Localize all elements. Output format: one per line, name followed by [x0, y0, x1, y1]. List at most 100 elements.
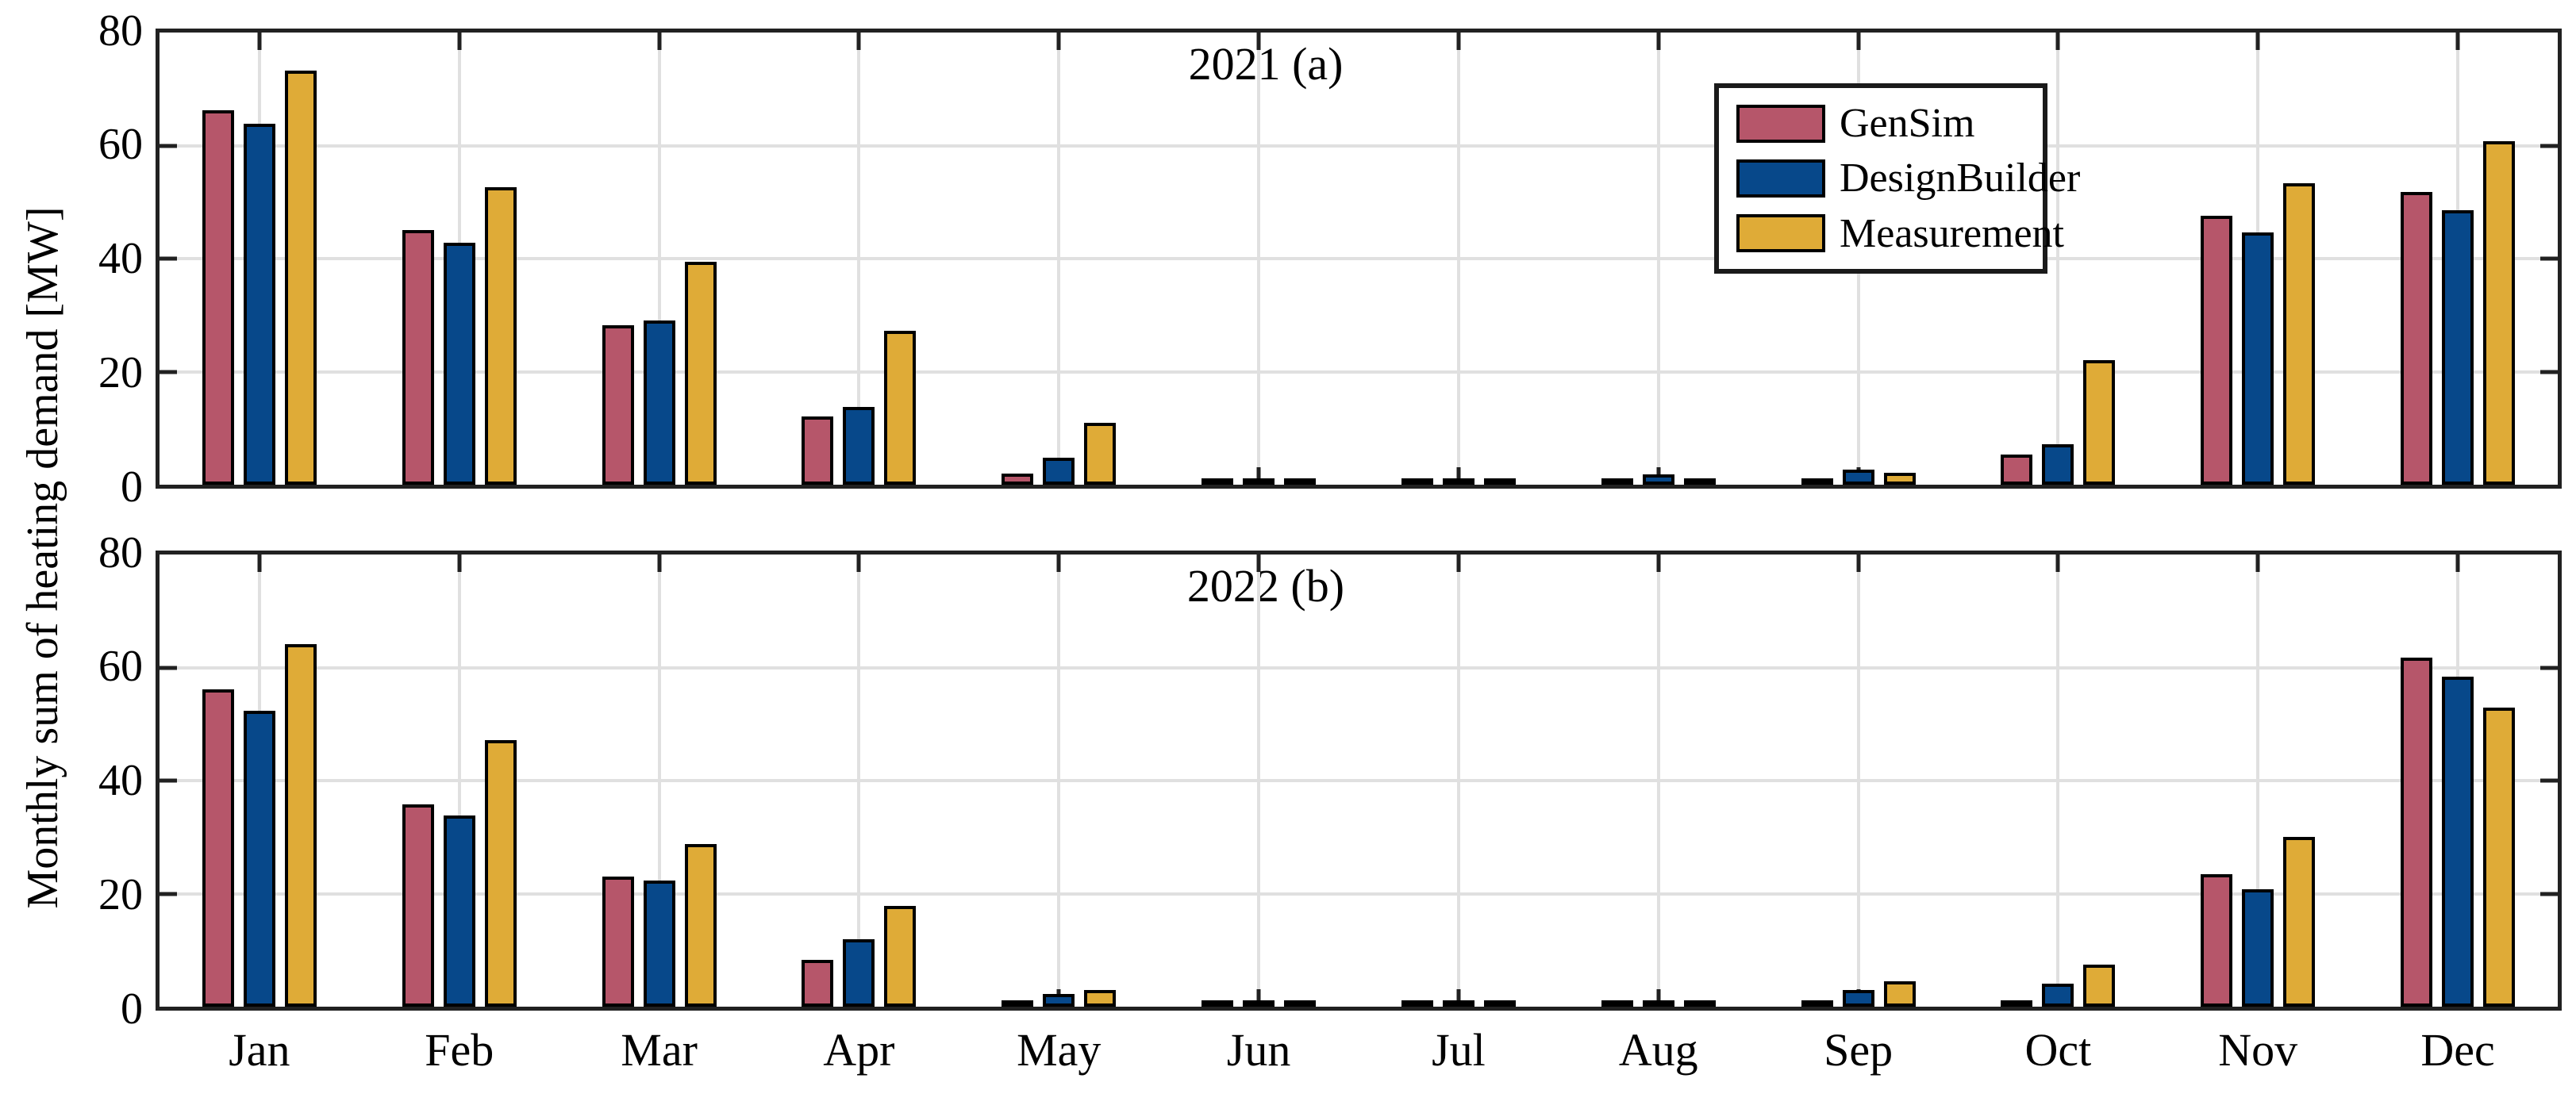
bar-gensim-apr: [802, 416, 834, 485]
bar-designbuilder-jul: [1442, 478, 1474, 485]
y-tick-mark: [160, 666, 177, 670]
bar-group-may: [1002, 990, 1117, 1007]
gridline-horizontal: [160, 666, 2558, 670]
x-tick-mark: [1256, 989, 1261, 1007]
legend-label: GenSim: [1840, 101, 1975, 147]
bar-gensim-nov: [2201, 874, 2233, 1007]
x-tick-mark: [1456, 989, 1461, 1007]
gridline-horizontal: [160, 144, 2558, 148]
x-tick-mark: [1456, 554, 1461, 572]
x-tick-label-dec: Dec: [2420, 1024, 2495, 1076]
x-tick-label-sep: Sep: [1824, 1024, 1894, 1076]
y-tick-mark: [160, 144, 177, 148]
bar-gensim-dec: [2401, 658, 2433, 1007]
bar-designbuilder-dec: [2442, 210, 2474, 485]
bar-measurement-nov: [2283, 183, 2316, 485]
bar-designbuilder-nov: [2242, 232, 2274, 485]
x-tick-mark: [1656, 554, 1661, 572]
bar-group-apr: [802, 331, 917, 485]
gridline-horizontal: [160, 892, 2558, 896]
legend-label: DesignBuilder: [1840, 155, 2081, 201]
y-tick-mark: [2540, 892, 2558, 896]
legend-label: Measurement: [1840, 210, 2065, 256]
y-tick-label: 80: [98, 6, 143, 56]
x-tick-mark: [856, 33, 861, 50]
subplot-2022-b: 2022 (b): [156, 551, 2562, 1011]
x-tick-mark: [2055, 554, 2060, 572]
subplot-2021-a-area: 2021 (a) GenSim DesignBuilder Measurement: [160, 33, 2558, 485]
bar-measurement-dec: [2483, 708, 2516, 1007]
y-tick-mark: [2540, 370, 2558, 374]
bar-group-may: [1002, 423, 1117, 485]
bar-gensim-jun: [1201, 1000, 1234, 1007]
bar-group-oct: [2001, 965, 2116, 1007]
x-tick-label-may: May: [1017, 1024, 1102, 1076]
bar-designbuilder-may: [1043, 458, 1075, 485]
bar-measurement-may: [1084, 990, 1117, 1007]
bar-measurement-aug: [1683, 1000, 1716, 1007]
legend-swatch-gensim: [1736, 104, 1825, 143]
x-tick-mark: [1056, 554, 1061, 572]
subplot-2021-a: 2021 (a) GenSim DesignBuilder Measurement: [156, 29, 2562, 489]
bar-group-jan: [202, 71, 317, 485]
bar-designbuilder-apr: [843, 407, 875, 485]
x-tick-mark: [2055, 33, 2060, 50]
bar-gensim-jun: [1201, 478, 1234, 485]
bar-group-jun: [1201, 1000, 1317, 1007]
x-tick-mark: [457, 554, 462, 572]
y-tick-mark: [2540, 256, 2558, 261]
legend-swatch-measurement: [1736, 214, 1825, 253]
x-tick-mark: [1656, 33, 1661, 50]
y-tick-label: 20: [98, 869, 143, 919]
bar-group-oct: [2001, 360, 2116, 485]
x-tick-mark: [257, 33, 262, 50]
bar-measurement-apr: [884, 331, 917, 485]
y-tick-mark: [160, 256, 177, 261]
bar-group-sep: [1801, 981, 1916, 1007]
x-tick-mark: [2455, 33, 2460, 50]
x-tick-mark: [657, 554, 662, 572]
bar-measurement-apr: [884, 906, 917, 1007]
x-tick-mark: [2455, 554, 2460, 572]
bar-group-aug: [1601, 474, 1716, 485]
bar-designbuilder-apr: [843, 939, 875, 1007]
bar-group-jul: [1401, 478, 1516, 485]
y-tick-label: 80: [98, 528, 143, 578]
bar-gensim-jul: [1401, 478, 1433, 485]
bar-designbuilder-jul: [1442, 1000, 1474, 1007]
bar-measurement-feb: [484, 187, 517, 485]
y-tick-mark: [2540, 778, 2558, 783]
bar-measurement-aug: [1683, 478, 1716, 485]
bar-gensim-feb: [402, 804, 434, 1007]
bar-gensim-aug: [1601, 478, 1633, 485]
y-tick-mark: [160, 778, 177, 783]
bar-designbuilder-mar: [643, 881, 675, 1007]
x-tick-label-nov: Nov: [2218, 1024, 2298, 1076]
bar-gensim-sep: [1801, 1000, 1833, 1007]
bar-group-aug: [1601, 1000, 1716, 1007]
x-tick-mark: [1256, 467, 1261, 485]
bar-group-dec: [2401, 658, 2516, 1007]
x-tick-mark: [1856, 554, 1861, 572]
bar-group-jul: [1401, 1000, 1516, 1007]
legend-swatch-designbuilder: [1736, 159, 1825, 198]
bar-gensim-oct: [2001, 1000, 2033, 1007]
bar-group-mar: [602, 844, 717, 1007]
bar-measurement-dec: [2483, 141, 2516, 485]
bar-measurement-jan: [284, 644, 317, 1007]
bar-designbuilder-may: [1043, 994, 1075, 1007]
x-tick-mark: [856, 554, 861, 572]
bar-designbuilder-sep: [1842, 990, 1874, 1007]
subplot-2022-b-area: 2022 (b): [160, 554, 2558, 1007]
bar-gensim-oct: [2001, 455, 2033, 485]
bar-designbuilder-oct: [2042, 444, 2074, 485]
bar-designbuilder-jun: [1243, 478, 1275, 485]
bar-group-jan: [202, 644, 317, 1007]
x-tick-label-jul: Jul: [1432, 1024, 1486, 1076]
bar-gensim-nov: [2201, 216, 2233, 485]
legend-item-gensim: GenSim: [1736, 100, 2043, 147]
bar-group-feb: [402, 187, 517, 485]
bar-gensim-may: [1002, 474, 1034, 485]
x-tick-mark: [2255, 554, 2260, 572]
y-tick-label: 0: [121, 462, 143, 512]
